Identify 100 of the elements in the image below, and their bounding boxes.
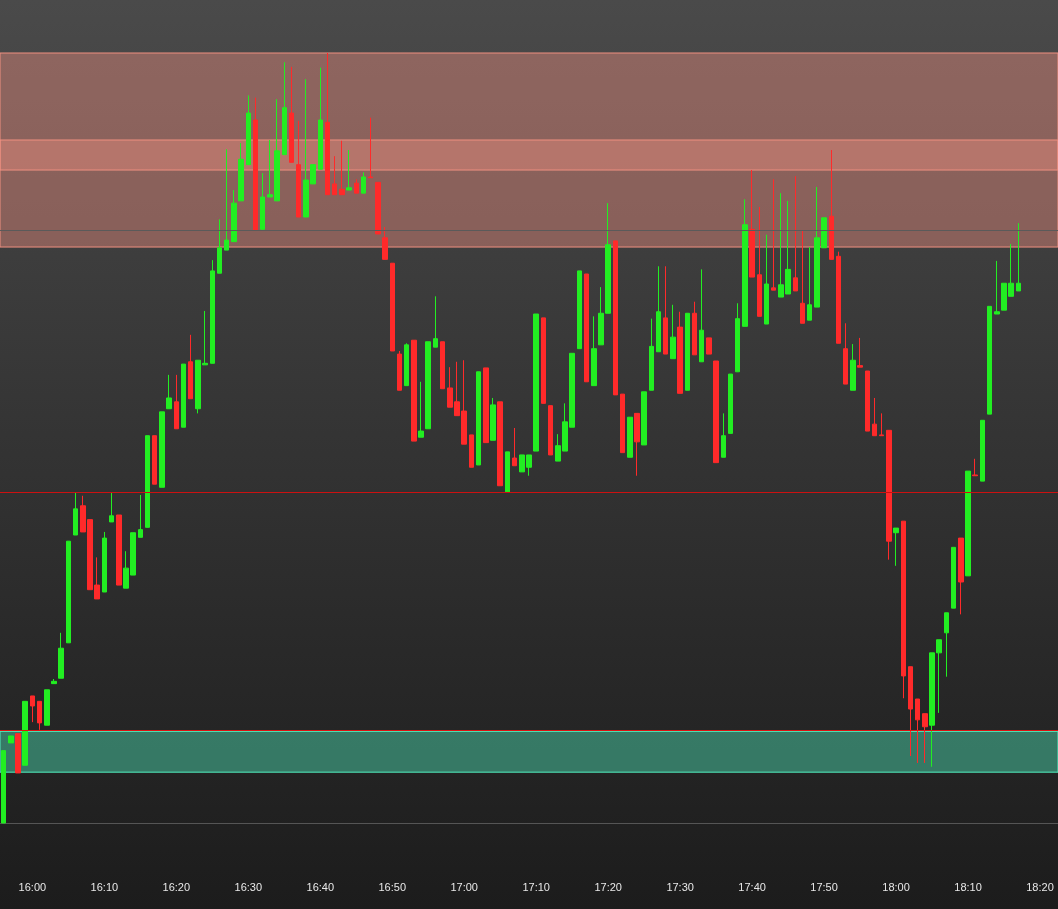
candlestick — [800, 230, 805, 324]
candlestick — [346, 149, 352, 191]
candlestick — [893, 527, 899, 567]
candlestick — [836, 251, 841, 344]
x-tick-label: 18:10 — [954, 880, 982, 893]
x-tick-label: 17:30 — [666, 880, 694, 893]
candlestick — [591, 315, 597, 387]
candlestick — [584, 273, 589, 383]
candlestick — [958, 537, 964, 615]
candlestick — [865, 370, 870, 432]
candlestick — [742, 198, 748, 327]
candlestick — [641, 391, 647, 446]
candlestick — [908, 666, 913, 757]
candlestick — [713, 360, 719, 464]
candlestick — [512, 427, 517, 467]
candlestick — [692, 301, 697, 356]
candlestick — [829, 149, 834, 260]
candlestick — [8, 735, 14, 744]
candlestick — [670, 304, 676, 360]
candlestick — [951, 546, 956, 609]
candlestick — [987, 305, 992, 415]
candlestick — [296, 120, 301, 218]
x-tick-label: 17:20 — [594, 880, 622, 893]
x-tick-label: 16:30 — [234, 880, 263, 893]
candlestick — [73, 492, 78, 536]
x-tick-label: 18:20 — [1026, 880, 1054, 893]
candlestick — [613, 240, 618, 396]
candlestick — [857, 337, 863, 368]
candlestick — [152, 435, 157, 485]
candlestick — [397, 350, 402, 391]
candlestick — [807, 246, 812, 321]
candlestick — [332, 155, 337, 196]
candlestick — [361, 171, 366, 194]
candlestick — [879, 412, 884, 437]
candlestick — [404, 342, 409, 387]
candlestick — [577, 270, 582, 350]
candlestick — [490, 397, 496, 441]
candlestick — [533, 313, 539, 452]
candlestick — [994, 260, 1000, 315]
candlestick — [656, 265, 661, 353]
candlestick — [138, 494, 143, 538]
candlestick — [1016, 222, 1021, 292]
candlestick — [181, 363, 186, 428]
candlestick — [476, 371, 481, 466]
candlestick — [677, 311, 683, 394]
candlestick — [505, 451, 510, 493]
candlestick — [649, 318, 654, 391]
candlestick — [663, 265, 668, 355]
candlestick — [706, 337, 712, 355]
candlestick — [433, 295, 438, 348]
candlestick — [174, 374, 179, 430]
candlestick — [843, 322, 848, 385]
candlestick — [980, 419, 985, 482]
candlestick — [339, 140, 345, 196]
candlestick — [159, 411, 165, 488]
candlestick — [51, 678, 57, 685]
candlestick — [771, 178, 776, 291]
candlestick — [368, 117, 373, 179]
candlestick — [749, 169, 755, 278]
candlestick — [375, 181, 381, 235]
candlestick — [44, 689, 50, 726]
candlestick — [872, 397, 877, 437]
candlestick — [246, 94, 251, 166]
candlestick — [411, 339, 417, 442]
candlestick — [109, 492, 114, 523]
x-tick-label: 18:00 — [882, 880, 910, 893]
candlestick — [620, 393, 625, 454]
candlestick — [721, 412, 726, 458]
candlestick — [260, 172, 265, 230]
candlestick — [483, 367, 489, 444]
candlestick — [922, 713, 928, 764]
candlestick — [22, 700, 28, 766]
candlestick — [793, 175, 798, 292]
candlestick — [166, 374, 172, 410]
candlestick — [757, 206, 762, 317]
x-tick-label: 16:40 — [306, 880, 335, 893]
candlestick — [238, 142, 244, 202]
candlestick — [699, 268, 704, 363]
candlestick — [145, 435, 150, 528]
candlestick — [58, 632, 64, 679]
candlestick — [66, 540, 71, 644]
candlestick — [253, 97, 258, 231]
candlestick — [944, 612, 949, 678]
candlestick — [915, 698, 920, 764]
candlestick — [901, 520, 906, 699]
candlestick — [728, 373, 733, 434]
x-tick-label: 16:20 — [162, 880, 191, 893]
candlestick — [541, 317, 546, 404]
candlestick — [425, 341, 431, 430]
candlestick — [354, 178, 359, 194]
x-tick-label: 16:10 — [90, 880, 119, 893]
candlestick — [548, 405, 553, 456]
candlestick — [627, 416, 633, 458]
candlestick — [282, 61, 287, 156]
candlestick — [102, 531, 107, 593]
candlestick — [382, 226, 388, 260]
candlestick — [972, 458, 978, 477]
candlestick — [469, 434, 474, 468]
candlestick — [325, 52, 330, 196]
candlestick — [1, 750, 6, 824]
